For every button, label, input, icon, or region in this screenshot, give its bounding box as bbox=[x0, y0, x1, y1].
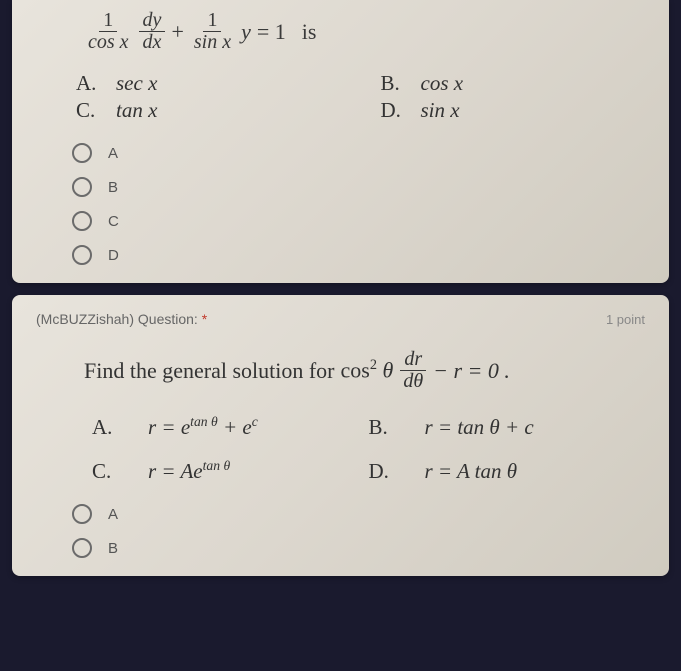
fraction-2: 1 sin x bbox=[190, 10, 235, 53]
equals-one: = 1 bbox=[257, 19, 286, 45]
radio-circle-icon bbox=[72, 211, 92, 231]
radio-label-a: A bbox=[108, 506, 118, 523]
choice-d-letter: D. bbox=[381, 98, 409, 123]
prompt-tail: − r = 0 . bbox=[433, 358, 510, 384]
choice-c: C. r = Aetan θ bbox=[92, 458, 339, 484]
frac1-den: cos x bbox=[84, 32, 133, 53]
question-header: (McBUZZishah) Question: * 1 point bbox=[36, 307, 645, 349]
radio-circle-icon bbox=[72, 245, 92, 265]
fraction-dy-dx: dy dx bbox=[139, 10, 166, 53]
frac1-num: 1 bbox=[103, 9, 113, 31]
choice-b-letter: B. bbox=[369, 415, 395, 440]
question-source: (McBUZZishah) Question: * bbox=[36, 311, 207, 327]
choice-b: B. r = tan θ + c bbox=[369, 414, 616, 440]
radio-label-a: A bbox=[108, 145, 118, 162]
choice-a-letter: A. bbox=[76, 71, 104, 96]
dtheta: dθ bbox=[399, 371, 427, 392]
choice-c-expr: r = Aetan θ bbox=[148, 458, 230, 484]
choice-d-expr: r = A tan θ bbox=[425, 459, 518, 484]
choice-c-text: tan x bbox=[116, 98, 157, 123]
radio-circle-icon bbox=[72, 177, 92, 197]
dr: dr bbox=[400, 349, 426, 371]
choice-d-letter: D. bbox=[369, 459, 395, 484]
frac2-num: 1 bbox=[203, 10, 221, 32]
radio-label-d: D bbox=[108, 247, 119, 264]
choice-b: B. cos x bbox=[381, 71, 646, 96]
choice-a-letter: A. bbox=[92, 415, 118, 440]
radio-label-b: B bbox=[108, 540, 118, 557]
frac2-den: sin x bbox=[190, 32, 235, 53]
choice-c-letter: C. bbox=[76, 98, 104, 123]
radio-option-b[interactable]: B bbox=[72, 538, 645, 558]
radio-option-c[interactable]: C bbox=[72, 211, 645, 231]
radio-option-a[interactable]: A bbox=[72, 504, 645, 524]
radio-option-d[interactable]: D bbox=[72, 245, 645, 265]
choice-d: D. sin x bbox=[381, 98, 646, 123]
choice-c-letter: C. bbox=[92, 459, 118, 484]
choice-d: D. r = A tan θ bbox=[369, 458, 616, 484]
plus-sign: + bbox=[171, 19, 183, 45]
choice-b-letter: B. bbox=[381, 71, 409, 96]
dy: dy bbox=[139, 10, 166, 32]
choice-b-expr: r = tan θ + c bbox=[425, 415, 534, 440]
choice-a-expr: r = etan θ + ec bbox=[148, 414, 258, 440]
radio-circle-icon bbox=[72, 504, 92, 524]
radio-label-c: C bbox=[108, 213, 119, 230]
choice-d-text: sin x bbox=[421, 98, 460, 123]
radio-group-q1: A B C D bbox=[72, 143, 645, 265]
choice-b-text: cos x bbox=[421, 71, 464, 96]
choice-a: A. r = etan θ + ec bbox=[92, 414, 339, 440]
question-prompt: Find the general solution for cos2 θ dr … bbox=[84, 349, 645, 392]
choice-a: A. sec x bbox=[76, 71, 341, 96]
prompt-lead: Find the general solution for bbox=[84, 358, 335, 384]
answer-choices-q1: A. sec x B. cos x C. tan x D. sin x bbox=[76, 71, 645, 123]
var-y: y bbox=[241, 19, 251, 45]
radio-option-a[interactable]: A bbox=[72, 143, 645, 163]
cos-squared-theta: cos2 θ bbox=[341, 357, 394, 383]
radio-option-b[interactable]: B bbox=[72, 177, 645, 197]
fraction-dr-dtheta: dr dθ bbox=[399, 349, 427, 392]
radio-circle-icon bbox=[72, 143, 92, 163]
answer-choices-q2: A. r = etan θ + ec B. r = tan θ + c C. r… bbox=[92, 414, 615, 484]
equation-row: 1 cos x dy dx + 1 sin x y = 1 is bbox=[84, 10, 645, 53]
fraction-1: 1 cos x bbox=[84, 10, 133, 53]
choice-c: C. tan x bbox=[76, 98, 341, 123]
required-star-icon: * bbox=[202, 311, 207, 327]
question-card-1: 1 cos x dy dx + 1 sin x y = 1 is A. sec … bbox=[12, 0, 669, 283]
radio-circle-icon bbox=[72, 538, 92, 558]
dx: dx bbox=[139, 32, 166, 53]
points-label: 1 point bbox=[606, 312, 645, 327]
choice-a-text: sec x bbox=[116, 71, 157, 96]
word-is: is bbox=[302, 19, 317, 45]
radio-group-q2: A B bbox=[72, 504, 645, 558]
radio-label-b: B bbox=[108, 179, 118, 196]
question-card-2: (McBUZZishah) Question: * 1 point Find t… bbox=[12, 295, 669, 576]
